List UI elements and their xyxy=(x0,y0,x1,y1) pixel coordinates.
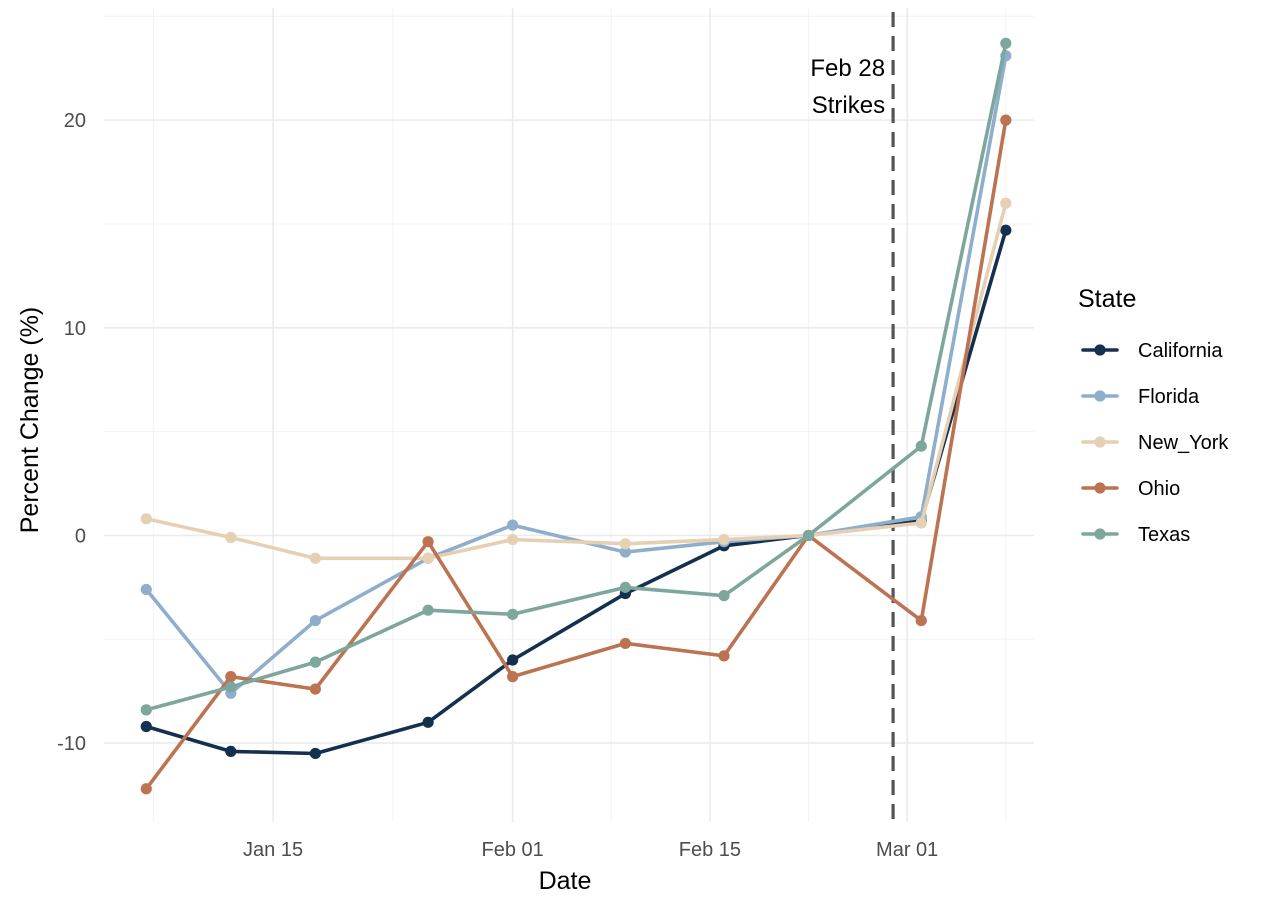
series-layer xyxy=(140,37,1012,795)
x-tick-labels: Jan 15 Feb 01 Feb 15 Mar 01 xyxy=(243,839,938,861)
data-point-texas xyxy=(1000,37,1012,49)
data-point-new-york xyxy=(422,552,434,564)
series-line-texas xyxy=(144,41,1008,712)
data-point-texas xyxy=(225,681,237,693)
legend-item-new-york: New_York xyxy=(1081,432,1229,454)
legend-key-point xyxy=(1094,344,1106,356)
y-axis-title: Percent Change (%) xyxy=(16,307,44,534)
data-point-texas xyxy=(309,656,321,668)
data-point-california xyxy=(140,720,152,733)
data-point-texas xyxy=(422,604,434,616)
data-point-ohio xyxy=(619,637,631,650)
legend-label: Ohio xyxy=(1138,478,1180,500)
legend-key-point xyxy=(1094,482,1106,494)
x-tick-label: Feb 01 xyxy=(482,839,544,861)
legend-item-florida: Florida xyxy=(1081,386,1200,408)
data-point-new-york xyxy=(1000,197,1012,209)
data-point-california xyxy=(507,654,519,666)
data-point-california xyxy=(309,747,321,760)
legend-item-california: California xyxy=(1081,340,1223,362)
legend-label: California xyxy=(1138,340,1223,362)
y-tick-label: 20 xyxy=(64,110,86,132)
series-line-ohio xyxy=(144,118,1008,791)
annotation-layer: Feb 28 Strikes xyxy=(810,12,895,822)
data-point-texas xyxy=(915,440,927,452)
data-point-new-york xyxy=(309,552,321,564)
data-point-ohio xyxy=(1000,114,1012,126)
data-point-ohio xyxy=(718,650,730,662)
data-point-ohio xyxy=(507,671,519,683)
data-point-new-york xyxy=(915,517,927,529)
legend-label: New_York xyxy=(1138,432,1229,454)
data-point-new-york xyxy=(507,533,519,546)
data-point-florida xyxy=(619,546,631,558)
legend-key-point xyxy=(1094,390,1106,402)
legend-key-point xyxy=(1094,436,1106,448)
data-point-texas xyxy=(619,581,631,593)
legend: State California Florida New_York Ohio Texas xyxy=(1078,285,1229,546)
series-california xyxy=(140,224,1012,760)
y-tick-labels: -10 0 10 20 xyxy=(57,110,86,755)
y-tick-label: 10 xyxy=(64,318,86,340)
data-point-texas xyxy=(507,608,519,620)
legend-label: Texas xyxy=(1138,524,1190,546)
data-point-ohio xyxy=(225,671,237,683)
series-texas xyxy=(140,37,1012,716)
x-tick-label: Jan 15 xyxy=(243,839,303,861)
y-tick-label: -10 xyxy=(57,733,86,755)
data-point-new-york xyxy=(619,538,631,550)
x-tick-label: Mar 01 xyxy=(876,839,938,861)
data-point-ohio xyxy=(915,614,927,627)
strike-annotation-label: Feb 28 xyxy=(810,55,885,82)
data-point-california xyxy=(1000,224,1012,236)
data-point-new-york xyxy=(718,533,730,546)
series-florida xyxy=(140,50,1012,699)
y-tick-label: 0 xyxy=(75,525,86,547)
legend-label: Florida xyxy=(1138,386,1200,408)
data-point-ohio xyxy=(309,683,321,695)
data-point-california xyxy=(422,716,434,728)
data-point-new-york xyxy=(140,513,152,525)
legend-item-ohio: Ohio xyxy=(1081,478,1180,500)
data-point-florida xyxy=(507,519,519,531)
data-point-new-york xyxy=(225,531,237,544)
series-line-florida xyxy=(144,53,1008,696)
legend-item-texas: Texas xyxy=(1081,524,1190,546)
data-point-florida xyxy=(309,614,321,627)
x-axis-title: Date xyxy=(539,867,592,895)
series-ohio xyxy=(140,114,1012,795)
series-new-york xyxy=(140,197,1012,564)
minor-grid xyxy=(104,8,1034,822)
x-tick-label: Feb 15 xyxy=(679,839,741,861)
major-grid xyxy=(104,8,1034,822)
data-point-california xyxy=(225,745,237,757)
data-point-texas xyxy=(718,590,730,602)
strike-annotation-label: Strikes xyxy=(812,92,885,119)
data-point-texas xyxy=(802,529,815,542)
data-point-ohio xyxy=(422,536,434,548)
legend-key-point xyxy=(1094,528,1106,540)
data-point-florida xyxy=(140,583,152,596)
data-point-texas xyxy=(140,704,152,716)
legend-title: State xyxy=(1078,285,1136,313)
data-point-ohio xyxy=(140,783,152,795)
series-line-new-york xyxy=(144,201,1008,561)
